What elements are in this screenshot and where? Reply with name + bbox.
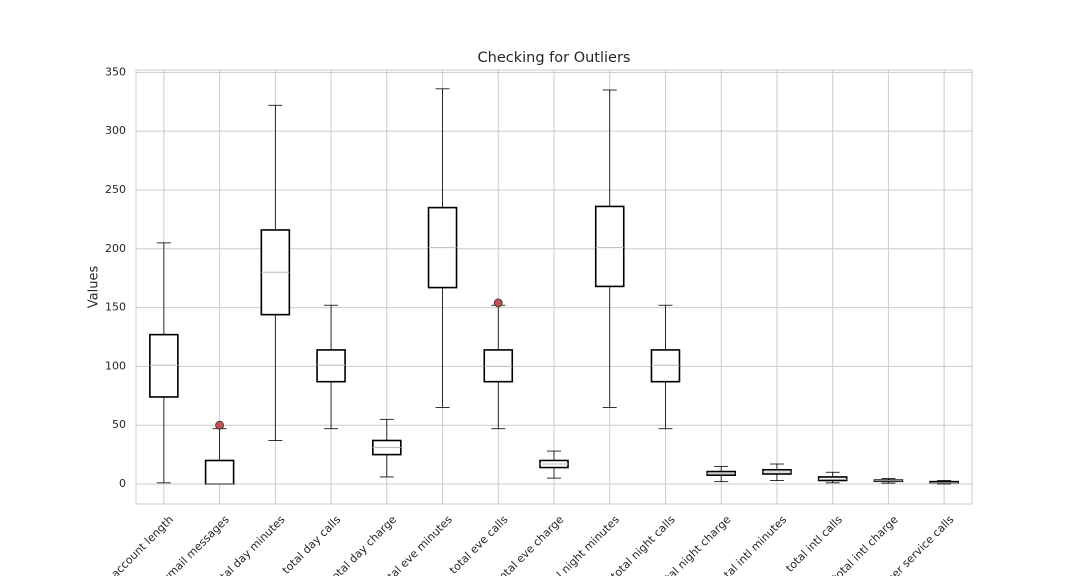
y-tick-label: 300 — [105, 124, 126, 137]
y-tick-label: 150 — [105, 301, 126, 314]
x-tick-label: total intl calls — [783, 513, 845, 575]
outlier — [215, 420, 225, 430]
x-tick-label: account length — [109, 513, 176, 576]
box — [594, 205, 625, 288]
x-tick-label: total day calls — [280, 513, 344, 576]
y-tick-label: 350 — [105, 65, 126, 78]
chart-title: Checking for Outliers — [478, 50, 631, 66]
box — [204, 459, 235, 485]
outlier — [493, 298, 503, 308]
y-tick-label: 0 — [119, 477, 126, 490]
box — [817, 476, 848, 482]
y-tick-label: 50 — [112, 418, 126, 431]
box — [149, 333, 179, 398]
box — [650, 349, 681, 383]
y-tick-label: 100 — [105, 359, 126, 372]
y-axis-label: Values — [87, 266, 102, 309]
x-tick-label: total eve calls — [447, 513, 511, 576]
y-tick-label: 250 — [105, 183, 126, 196]
box — [316, 349, 346, 383]
box — [483, 349, 514, 383]
y-tick-label: 200 — [105, 242, 126, 255]
